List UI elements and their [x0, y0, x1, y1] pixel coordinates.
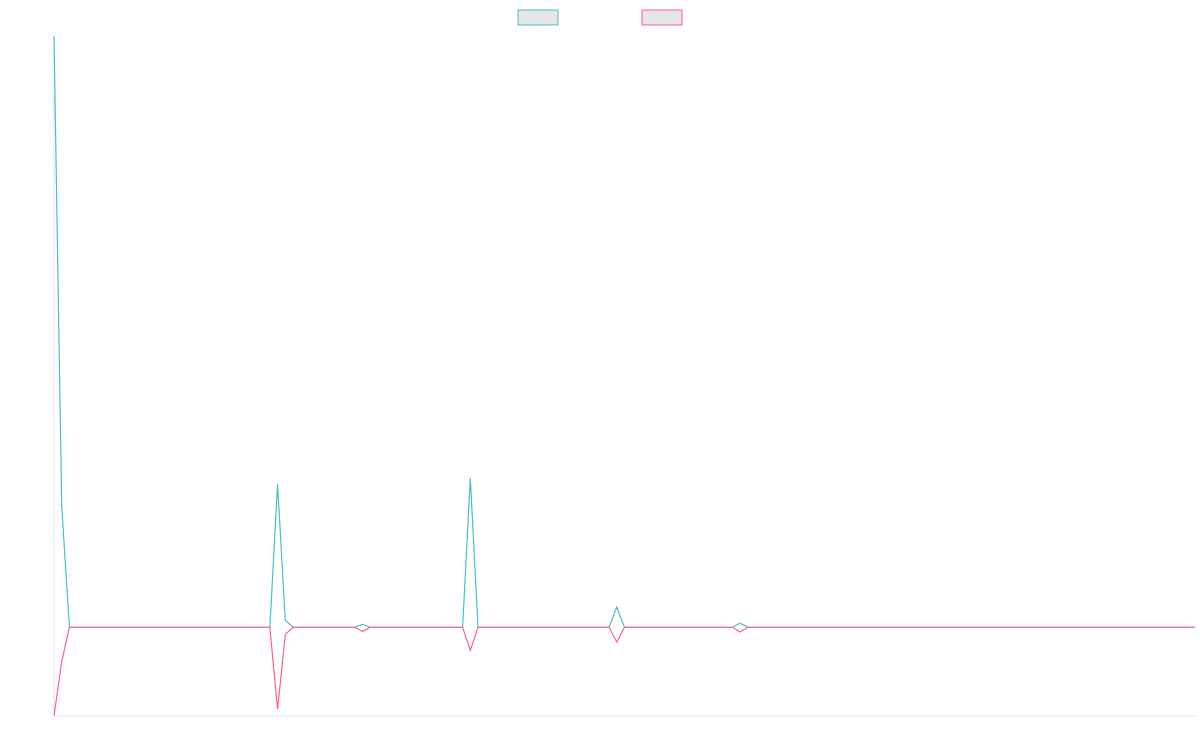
legend-swatch[interactable] [641, 9, 683, 26]
legend-swatch[interactable] [517, 9, 559, 26]
series-line [53, 35, 1195, 628]
series-line [53, 626, 1195, 717]
